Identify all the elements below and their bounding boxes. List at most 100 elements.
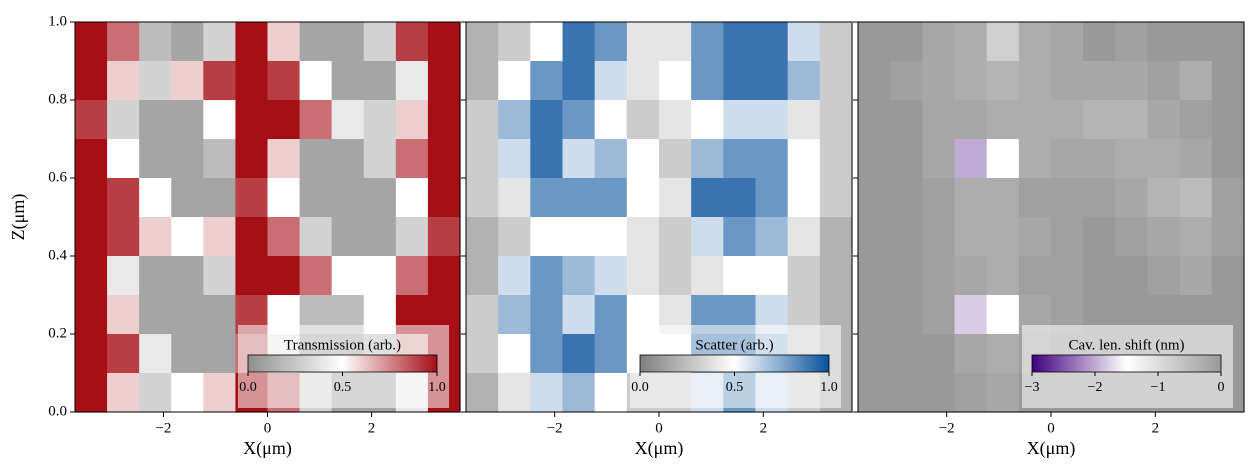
heatmap-cell — [922, 22, 956, 62]
heatmap-cell — [922, 256, 956, 296]
heatmap-cell — [530, 295, 564, 335]
heatmap-cell — [986, 22, 1020, 62]
heatmap-cell — [363, 100, 397, 140]
heatmap-cell — [819, 217, 853, 257]
heatmap-cell — [171, 178, 204, 218]
heatmap-cell — [498, 334, 531, 374]
heatmap-cell — [299, 178, 333, 218]
heatmap-cell — [235, 139, 269, 179]
heatmap-cell — [498, 217, 531, 257]
heatmap-cell — [890, 334, 923, 374]
heatmap-cell — [299, 256, 333, 296]
heatmap-cell — [299, 100, 333, 140]
heatmap-cell — [626, 256, 660, 296]
heatmap-cell — [954, 178, 988, 218]
heatmap-cell — [1211, 217, 1245, 257]
heatmap-cell — [755, 256, 789, 296]
x-tick-label: 0 — [655, 420, 663, 436]
heatmap-cell — [787, 217, 821, 257]
heatmap-cell — [139, 334, 172, 374]
heatmap-cell — [203, 373, 237, 413]
heatmap-cell — [171, 139, 204, 179]
colorbar-tick-label: −2 — [1088, 380, 1103, 395]
heatmap-cell — [1083, 256, 1116, 296]
heatmap-cell — [787, 256, 821, 296]
heatmap-cell — [954, 139, 988, 179]
x-tick-label: 0 — [264, 420, 272, 436]
colorbar — [247, 354, 438, 373]
heatmap-cell — [530, 373, 564, 413]
heatmap-cell — [594, 178, 628, 218]
heatmap-cell — [498, 22, 531, 62]
heatmap-cell — [819, 100, 853, 140]
heatmap-cell — [363, 22, 397, 62]
heatmap-cell — [235, 22, 269, 62]
heatmap-cell — [1051, 100, 1084, 140]
heatmap-cell — [986, 334, 1020, 374]
heatmap-cell — [267, 256, 301, 296]
heatmap-cell — [954, 61, 988, 101]
heatmap-cell — [75, 256, 108, 296]
heatmap-cell — [498, 373, 531, 413]
heatmap-cell — [562, 256, 596, 296]
heatmap-cell — [139, 373, 172, 413]
heatmap-cell — [139, 100, 172, 140]
heatmap-cell — [498, 61, 531, 101]
heatmap-cell — [498, 256, 531, 296]
heatmap-cell — [427, 22, 461, 62]
heatmap-cell — [1051, 178, 1084, 218]
heatmap-cell — [530, 217, 564, 257]
heatmap-cell — [530, 256, 564, 296]
colorbar-tick-label: 1.0 — [820, 380, 838, 395]
heatmap-cell — [659, 100, 692, 140]
heatmap-cell — [954, 100, 988, 140]
heatmap-cell — [530, 61, 564, 101]
heatmap-cell — [562, 334, 596, 374]
heatmap-cell — [986, 256, 1020, 296]
heatmap-cell — [594, 217, 628, 257]
heatmap-cell — [107, 22, 140, 62]
heatmap-cell — [139, 256, 172, 296]
heatmap-cell — [395, 100, 429, 140]
heatmap-cell — [466, 139, 499, 179]
colorbar-label: Cav. len. shift (nm) — [1068, 337, 1184, 353]
heatmap-cell — [139, 22, 172, 62]
heatmap-cell — [1147, 61, 1181, 101]
heatmap-cell — [723, 256, 757, 296]
heatmap-cell — [954, 334, 988, 374]
heatmap-cell — [395, 61, 429, 101]
heatmap-cell — [858, 100, 891, 140]
heatmap-cell — [890, 178, 923, 218]
heatmap-cell — [299, 139, 333, 179]
colorbar-tick-label: 0.0 — [631, 380, 649, 395]
x-axis-label: X(μm) — [243, 438, 292, 459]
heatmap-cell — [171, 217, 204, 257]
heatmap-cell — [594, 256, 628, 296]
heatmap-cell — [1115, 61, 1149, 101]
heatmap-cell — [267, 139, 301, 179]
heatmap-cell — [1115, 178, 1149, 218]
colorbar-tick-label: 0.5 — [334, 380, 352, 395]
heatmap-cell — [594, 334, 628, 374]
heatmap-cell — [1211, 61, 1245, 101]
heatmap-cell — [890, 256, 923, 296]
heatmap-cell — [954, 256, 988, 296]
heatmap-cell — [659, 139, 692, 179]
heatmap-cell — [1179, 178, 1213, 218]
heatmap-cell — [858, 178, 891, 218]
heatmap-cell — [171, 22, 204, 62]
colorbar — [1031, 354, 1222, 373]
heatmap-cell — [659, 22, 692, 62]
heatmap-cell — [1115, 139, 1149, 179]
heatmap-cell — [1147, 100, 1181, 140]
heatmap-cell — [787, 139, 821, 179]
y-tick-label: 1.0 — [48, 13, 67, 29]
colorbar-tick-label: 0 — [1218, 380, 1225, 395]
y-tick-label: 0.4 — [48, 247, 67, 263]
heatmap-cell — [723, 217, 757, 257]
y-tick-label: 0.6 — [48, 169, 67, 185]
heatmap-cell — [954, 22, 988, 62]
heatmap-cell — [1179, 100, 1213, 140]
